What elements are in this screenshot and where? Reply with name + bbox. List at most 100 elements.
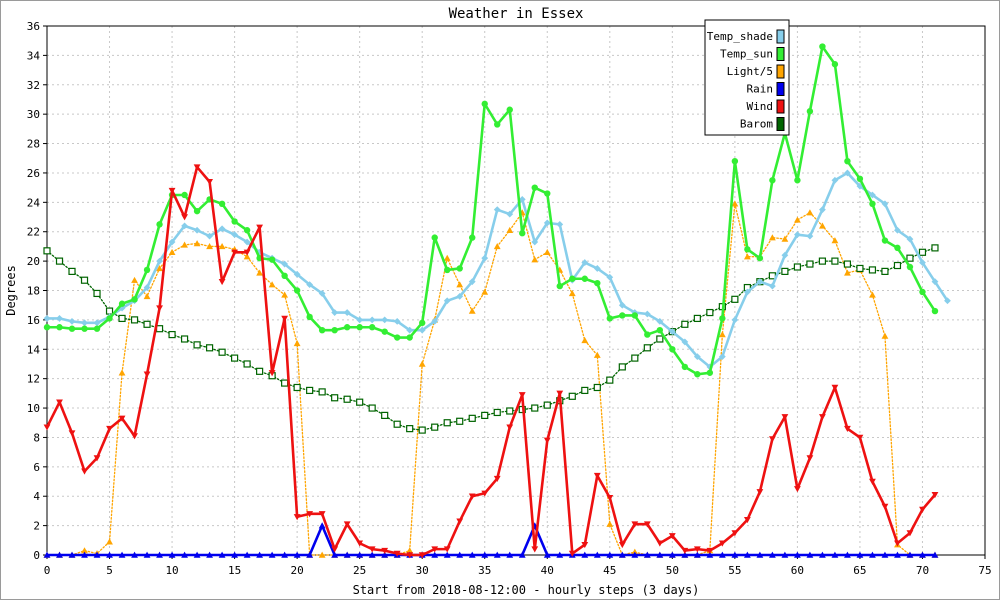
data-point: [331, 551, 339, 558]
data-point: [331, 326, 338, 334]
data-point: [844, 551, 851, 558]
data-point: [80, 276, 89, 284]
data-point: [881, 332, 889, 339]
data-point: [581, 541, 589, 549]
legend-entry: Temp_shade: [707, 29, 785, 44]
data-point: [444, 266, 451, 274]
legend: Temp_shade Temp_sun Light/5 Rain Wind Barom: [704, 19, 790, 136]
data-point: [268, 370, 276, 377]
data-point: [543, 551, 551, 558]
data-point: [794, 177, 801, 184]
data-point: [731, 295, 739, 303]
data-point: [481, 288, 489, 295]
data-point: [468, 414, 476, 422]
data-point: [656, 540, 664, 547]
data-point: [681, 547, 689, 554]
data-point: [781, 235, 789, 242]
y-tick-label: 12: [27, 373, 40, 386]
data-point: [143, 320, 151, 328]
data-point: [43, 424, 51, 431]
y-tick-label: 4: [33, 490, 40, 503]
data-point: [381, 547, 389, 554]
data-point: [181, 214, 188, 221]
data-point: [606, 494, 614, 502]
legend-box: [704, 19, 790, 136]
data-point: [443, 254, 451, 261]
y-tick-label: 14: [27, 343, 41, 356]
data-point: [519, 229, 526, 237]
data-point: [418, 552, 426, 559]
data-point: [643, 310, 651, 318]
legend-swatch: [776, 47, 785, 61]
series-layer: [43, 43, 951, 559]
data-point: [218, 551, 226, 558]
data-point: [256, 269, 264, 276]
data-point: [281, 260, 289, 268]
data-point: [743, 551, 751, 558]
data-point: [543, 437, 551, 444]
data-point: [293, 287, 301, 294]
data-point: [356, 316, 364, 324]
data-point: [231, 231, 238, 239]
data-point: [881, 200, 889, 208]
data-point: [894, 551, 901, 558]
data-point: [281, 272, 288, 280]
data-point: [231, 218, 238, 225]
data-point: [793, 263, 802, 271]
data-point: [768, 436, 776, 443]
data-point: [493, 408, 501, 417]
data-point: [831, 257, 839, 265]
data-point: [406, 552, 414, 559]
data-point: [306, 511, 314, 518]
data-point: [856, 434, 864, 441]
data-point: [131, 296, 138, 303]
data-point: [818, 257, 827, 265]
data-point: [356, 551, 364, 558]
data-point: [281, 551, 289, 558]
data-point: [118, 314, 126, 323]
data-point: [731, 157, 739, 165]
data-point: [593, 265, 601, 272]
data-point: [318, 326, 326, 334]
data-point: [518, 551, 526, 558]
data-point: [794, 551, 801, 558]
data-point: [318, 388, 326, 396]
data-point: [568, 290, 576, 297]
data-point: [669, 346, 676, 353]
data-point: [906, 551, 914, 558]
series-line-wind: [45, 165, 937, 557]
y-tick-label: 28: [27, 138, 40, 151]
y-tick-label: 0: [33, 549, 40, 562]
data-point: [844, 157, 851, 165]
data-point: [718, 331, 726, 338]
data-point: [68, 325, 76, 332]
data-point: [768, 282, 776, 290]
data-point: [731, 200, 739, 207]
data-point: [118, 415, 126, 422]
x-tick-label: 65: [853, 564, 866, 577]
data-point: [256, 551, 264, 558]
data-point: [205, 344, 214, 352]
data-point: [718, 551, 726, 558]
data-point: [869, 478, 876, 485]
data-point: [81, 325, 88, 332]
data-point: [606, 315, 613, 322]
data-point: [168, 551, 176, 558]
data-point: [806, 551, 814, 558]
data-point: [318, 511, 326, 518]
data-point: [894, 226, 901, 234]
data-point: [468, 307, 476, 314]
data-point: [343, 324, 351, 331]
data-point: [293, 514, 301, 521]
chart-title: Weather in Essex: [449, 6, 584, 22]
data-point: [331, 394, 339, 402]
data-point: [743, 253, 751, 260]
data-point: [118, 369, 126, 376]
data-point: [43, 247, 51, 255]
data-point: [456, 551, 464, 558]
data-point: [143, 292, 151, 300]
data-point: [819, 414, 826, 421]
data-point: [919, 259, 926, 266]
data-point: [931, 551, 939, 558]
